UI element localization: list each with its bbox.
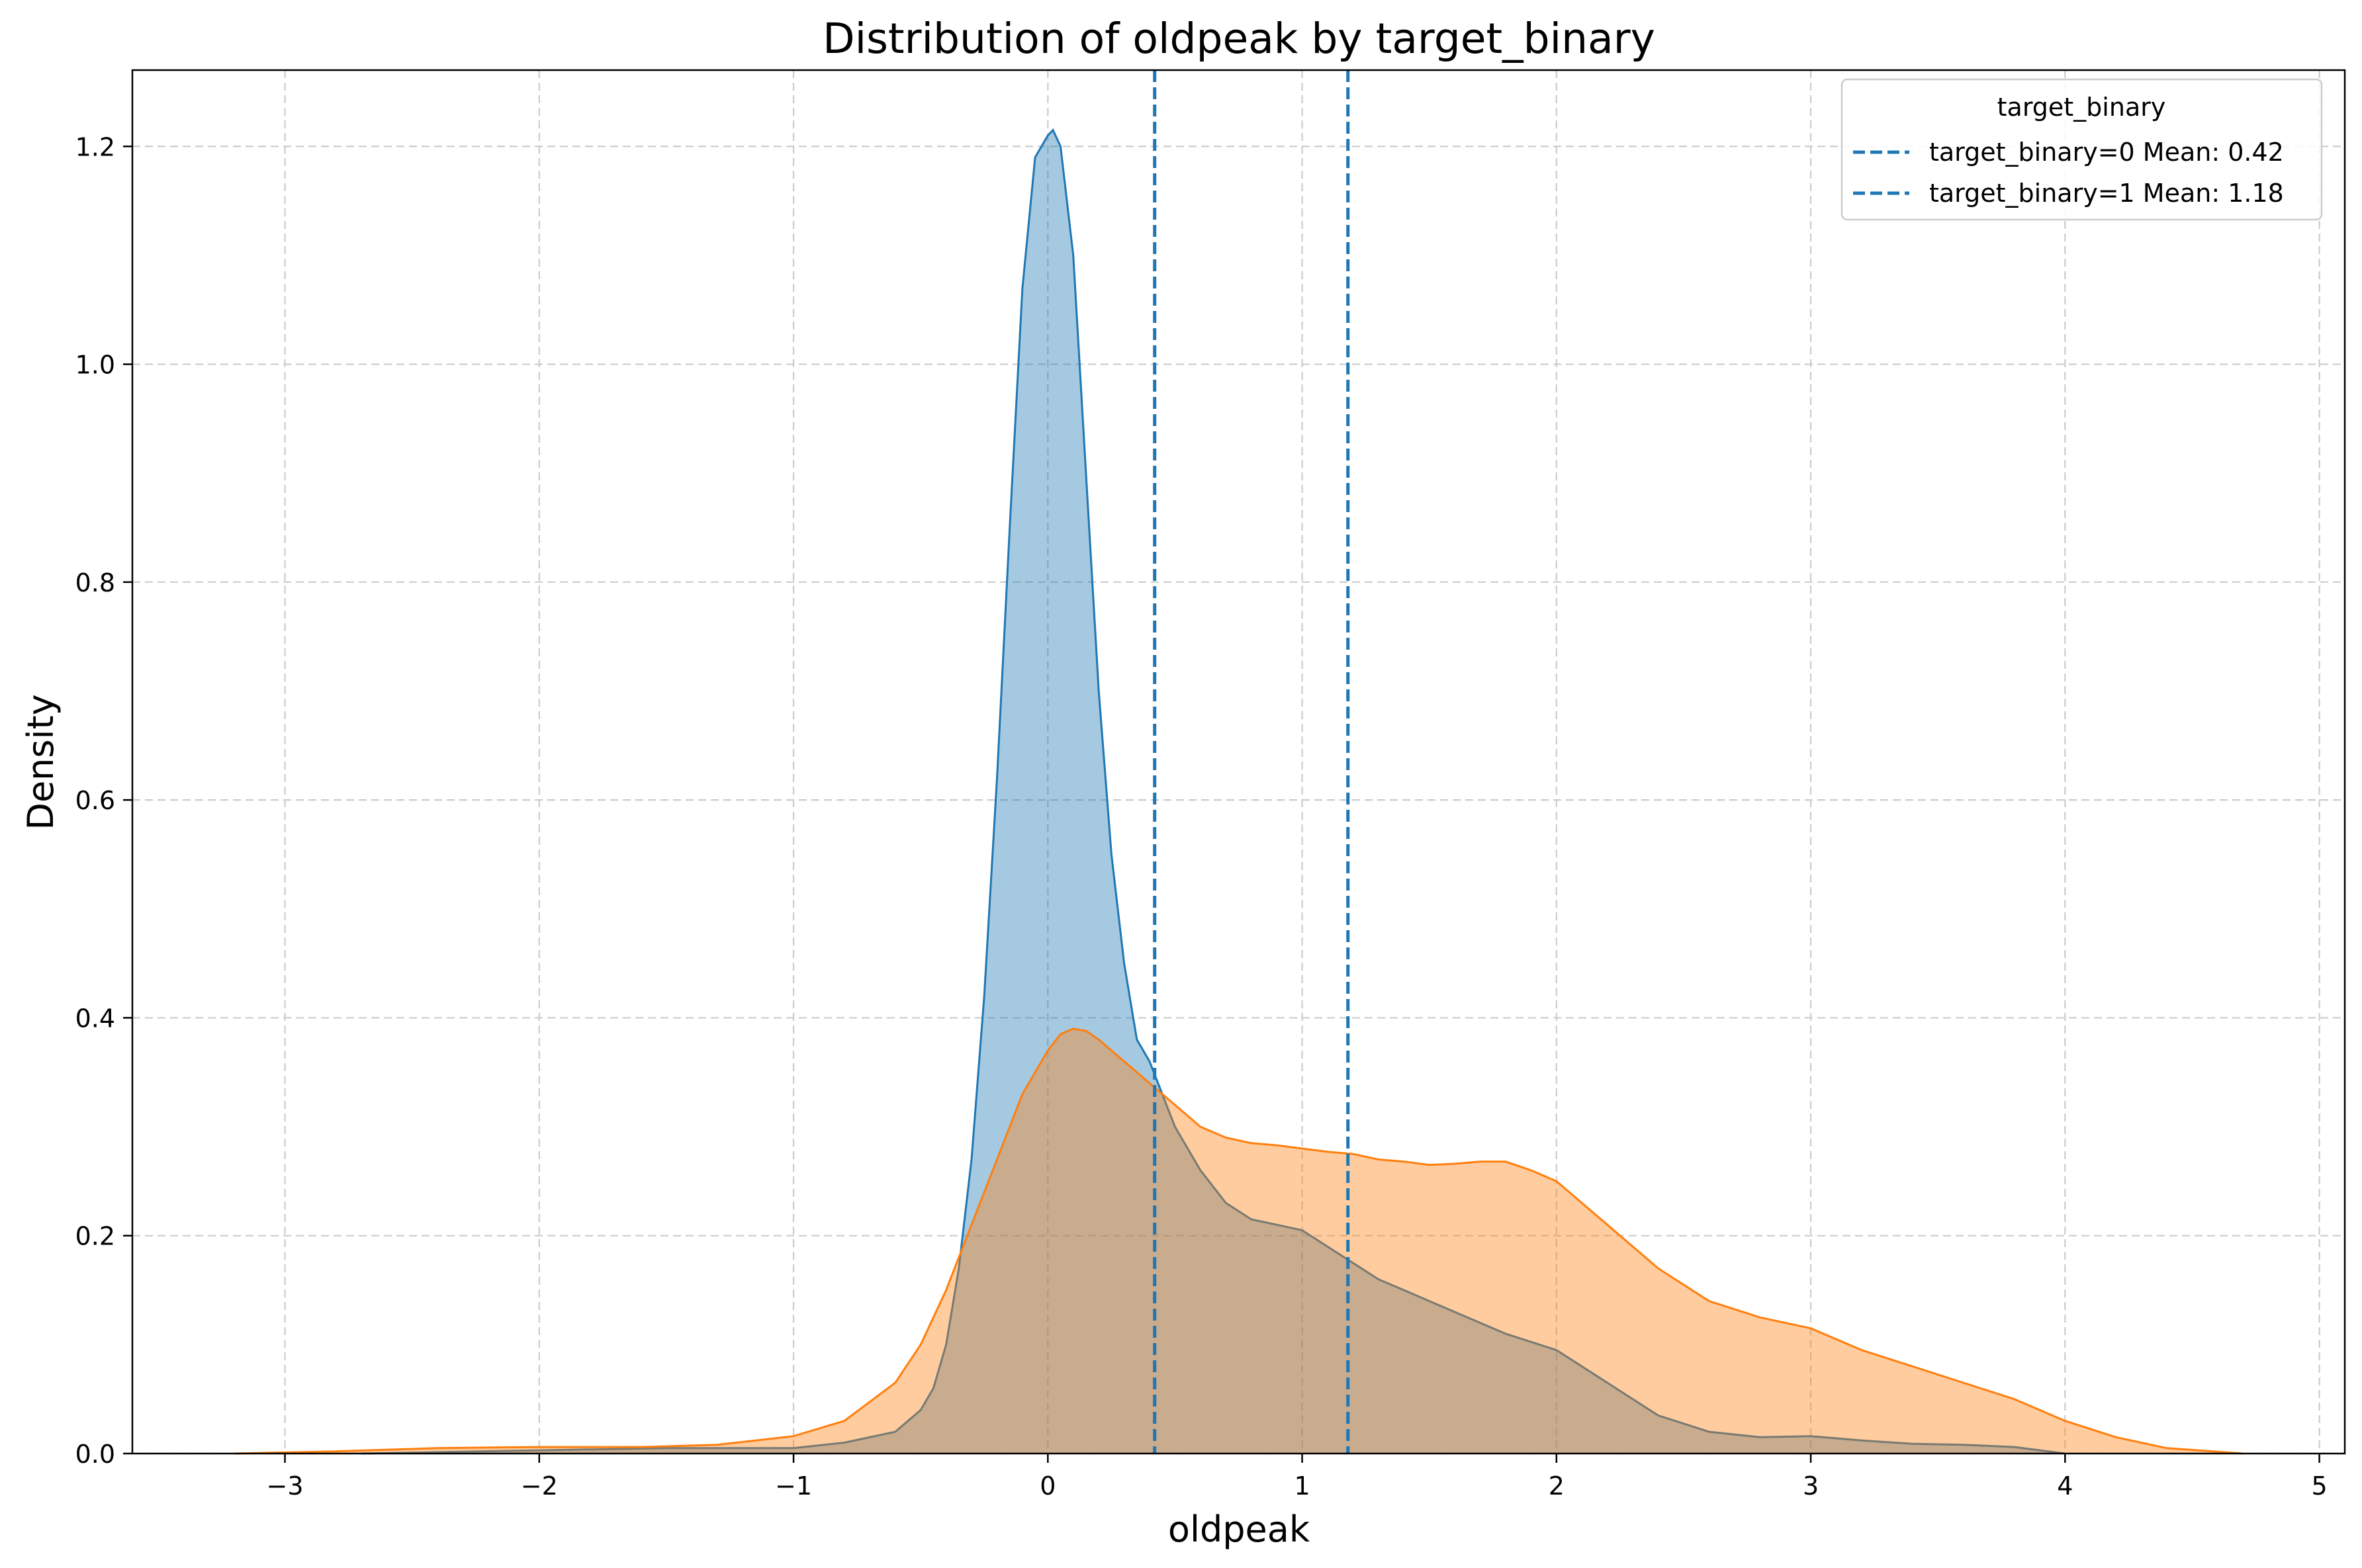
plot-frame [131, 69, 2346, 1455]
x-tick-label-5: 2 [1549, 1471, 1565, 1501]
x-tick-label-7: 4 [2057, 1471, 2073, 1501]
x-axis-label: oldpeak [1168, 1508, 1310, 1550]
density-fill-1 [234, 1028, 2244, 1454]
density-areas [234, 128, 2244, 1455]
x-tick-label-1: −2 [521, 1471, 558, 1501]
density-fill-0 [361, 130, 2066, 1454]
y-axis-label: Density [20, 694, 62, 830]
x-tick-label-0: −3 [267, 1471, 304, 1501]
density-line-1 [234, 1027, 2244, 1455]
y-tick-label-5: 1.0 [75, 351, 115, 380]
x-axis-ticks: −3 −2 −1 0 1 2 3 4 5 [267, 1454, 2328, 1501]
mean-lines [1153, 70, 1350, 1454]
y-tick-label-2: 0.4 [75, 1004, 115, 1033]
y-tick-label-4: 0.8 [75, 568, 115, 597]
x-tick-label-3: 0 [1040, 1471, 1056, 1501]
x-tick-label-2: −1 [775, 1471, 812, 1501]
legend-entry-0: target_binary=0 Mean: 0.42 [1929, 138, 2284, 167]
chart-title: Distribution of oldpeak by target_binary [823, 15, 1655, 63]
x-tick-label-8: 5 [2311, 1471, 2327, 1501]
x-tick-label-4: 1 [1294, 1471, 1310, 1501]
y-tick-label-3: 0.6 [75, 786, 115, 815]
legend: target_binary target_binary=0 Mean: 0.42… [1840, 78, 2323, 221]
y-tick-label-6: 1.2 [75, 132, 115, 161]
y-axis-ticks: 0.0 0.2 0.4 0.6 0.8 1.0 1.2 [75, 132, 132, 1469]
x-tick-label-6: 3 [1803, 1471, 1819, 1501]
legend-title: target_binary [1997, 93, 2166, 122]
y-tick-label-0: 0.0 [75, 1440, 115, 1469]
legend-entry-1: target_binary=1 Mean: 1.18 [1929, 179, 2284, 208]
density-line-0 [361, 128, 2066, 1455]
y-tick-label-1: 0.2 [75, 1222, 115, 1251]
legend-box [1840, 78, 2323, 221]
